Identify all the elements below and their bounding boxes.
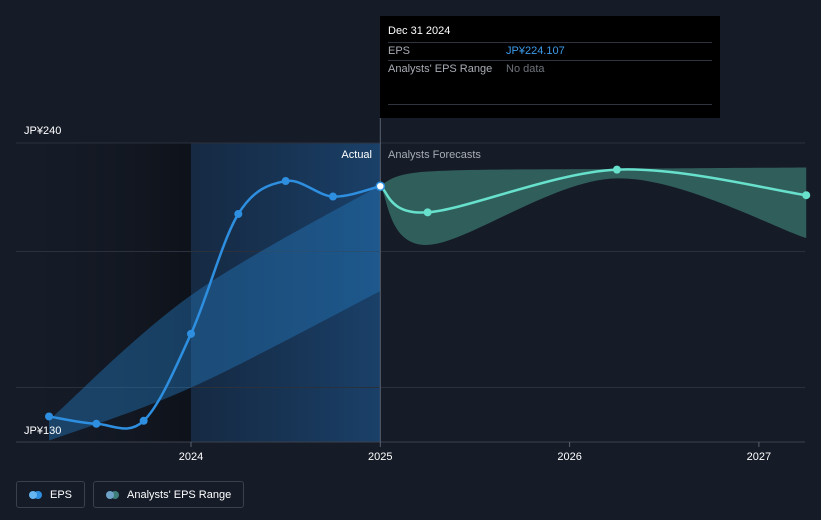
forecast-line — [379, 168, 807, 214]
x-axis-ticks: 2024 2025 2026 2027 — [179, 442, 771, 463]
data-points — [45, 165, 811, 428]
eps-range-legend-icon — [106, 490, 120, 499]
eps-legend-icon — [29, 490, 43, 499]
legend-label-eps-range: Analysts' EPS Range — [127, 488, 232, 501]
grid-lines — [16, 142, 805, 443]
forecast-eps-range-band — [380, 167, 807, 245]
eps-point — [139, 416, 148, 425]
x-tick-label: 2025 — [368, 451, 392, 463]
x-tick-label: 2027 — [747, 451, 771, 463]
tooltip-eps-row: EPS JP¥224.107 — [388, 42, 712, 60]
tooltip-eps-value: JP¥224.107 — [506, 45, 565, 57]
legend-dot-range-front — [106, 490, 115, 499]
legend-label-eps: EPS — [50, 488, 73, 501]
eps-point — [234, 209, 243, 218]
y-label-top: JP¥240 — [24, 125, 61, 137]
y-label-bottom: JP¥130 — [24, 425, 61, 437]
past-eps-range-band — [49, 185, 381, 441]
legend-item-eps[interactable]: EPS — [16, 481, 86, 508]
chart-tooltip: Dec 31 2024 EPS JP¥224.107 Analysts' EPS… — [380, 16, 720, 118]
eps-point — [375, 181, 386, 191]
legend-dot-eps-back — [34, 490, 42, 499]
tooltip-range-value: No data — [506, 63, 545, 75]
tooltip-range-label: Analysts' EPS Range — [388, 63, 493, 75]
forecast-point — [612, 165, 621, 174]
eps-point — [281, 177, 290, 186]
forecast-point — [423, 208, 432, 217]
tooltip-eps-label: EPS — [388, 45, 411, 57]
forecast-point — [802, 191, 811, 200]
legend-dot-eps-front — [29, 490, 37, 499]
actual-label: Actual — [341, 149, 372, 161]
eps-line — [48, 179, 381, 430]
chart-legend: EPS Analysts' EPS Range — [16, 481, 245, 508]
forecast-label: Analysts Forecasts — [388, 149, 481, 161]
tooltip-range-row: Analysts' EPS Range No data — [388, 60, 712, 78]
eps-point — [328, 192, 337, 201]
actual-period-band — [191, 143, 380, 442]
eps-point — [92, 419, 101, 428]
past-shade — [16, 143, 191, 442]
legend-item-eps-range[interactable]: Analysts' EPS Range — [93, 481, 245, 508]
tooltip-divider — [388, 104, 712, 105]
x-tick-label: 2024 — [179, 451, 203, 463]
eps-point — [45, 412, 54, 421]
tooltip-date: Dec 31 2024 — [388, 25, 451, 37]
legend-dot-range-back — [111, 490, 120, 499]
eps-point — [187, 329, 195, 338]
x-tick-label: 2026 — [557, 451, 581, 463]
